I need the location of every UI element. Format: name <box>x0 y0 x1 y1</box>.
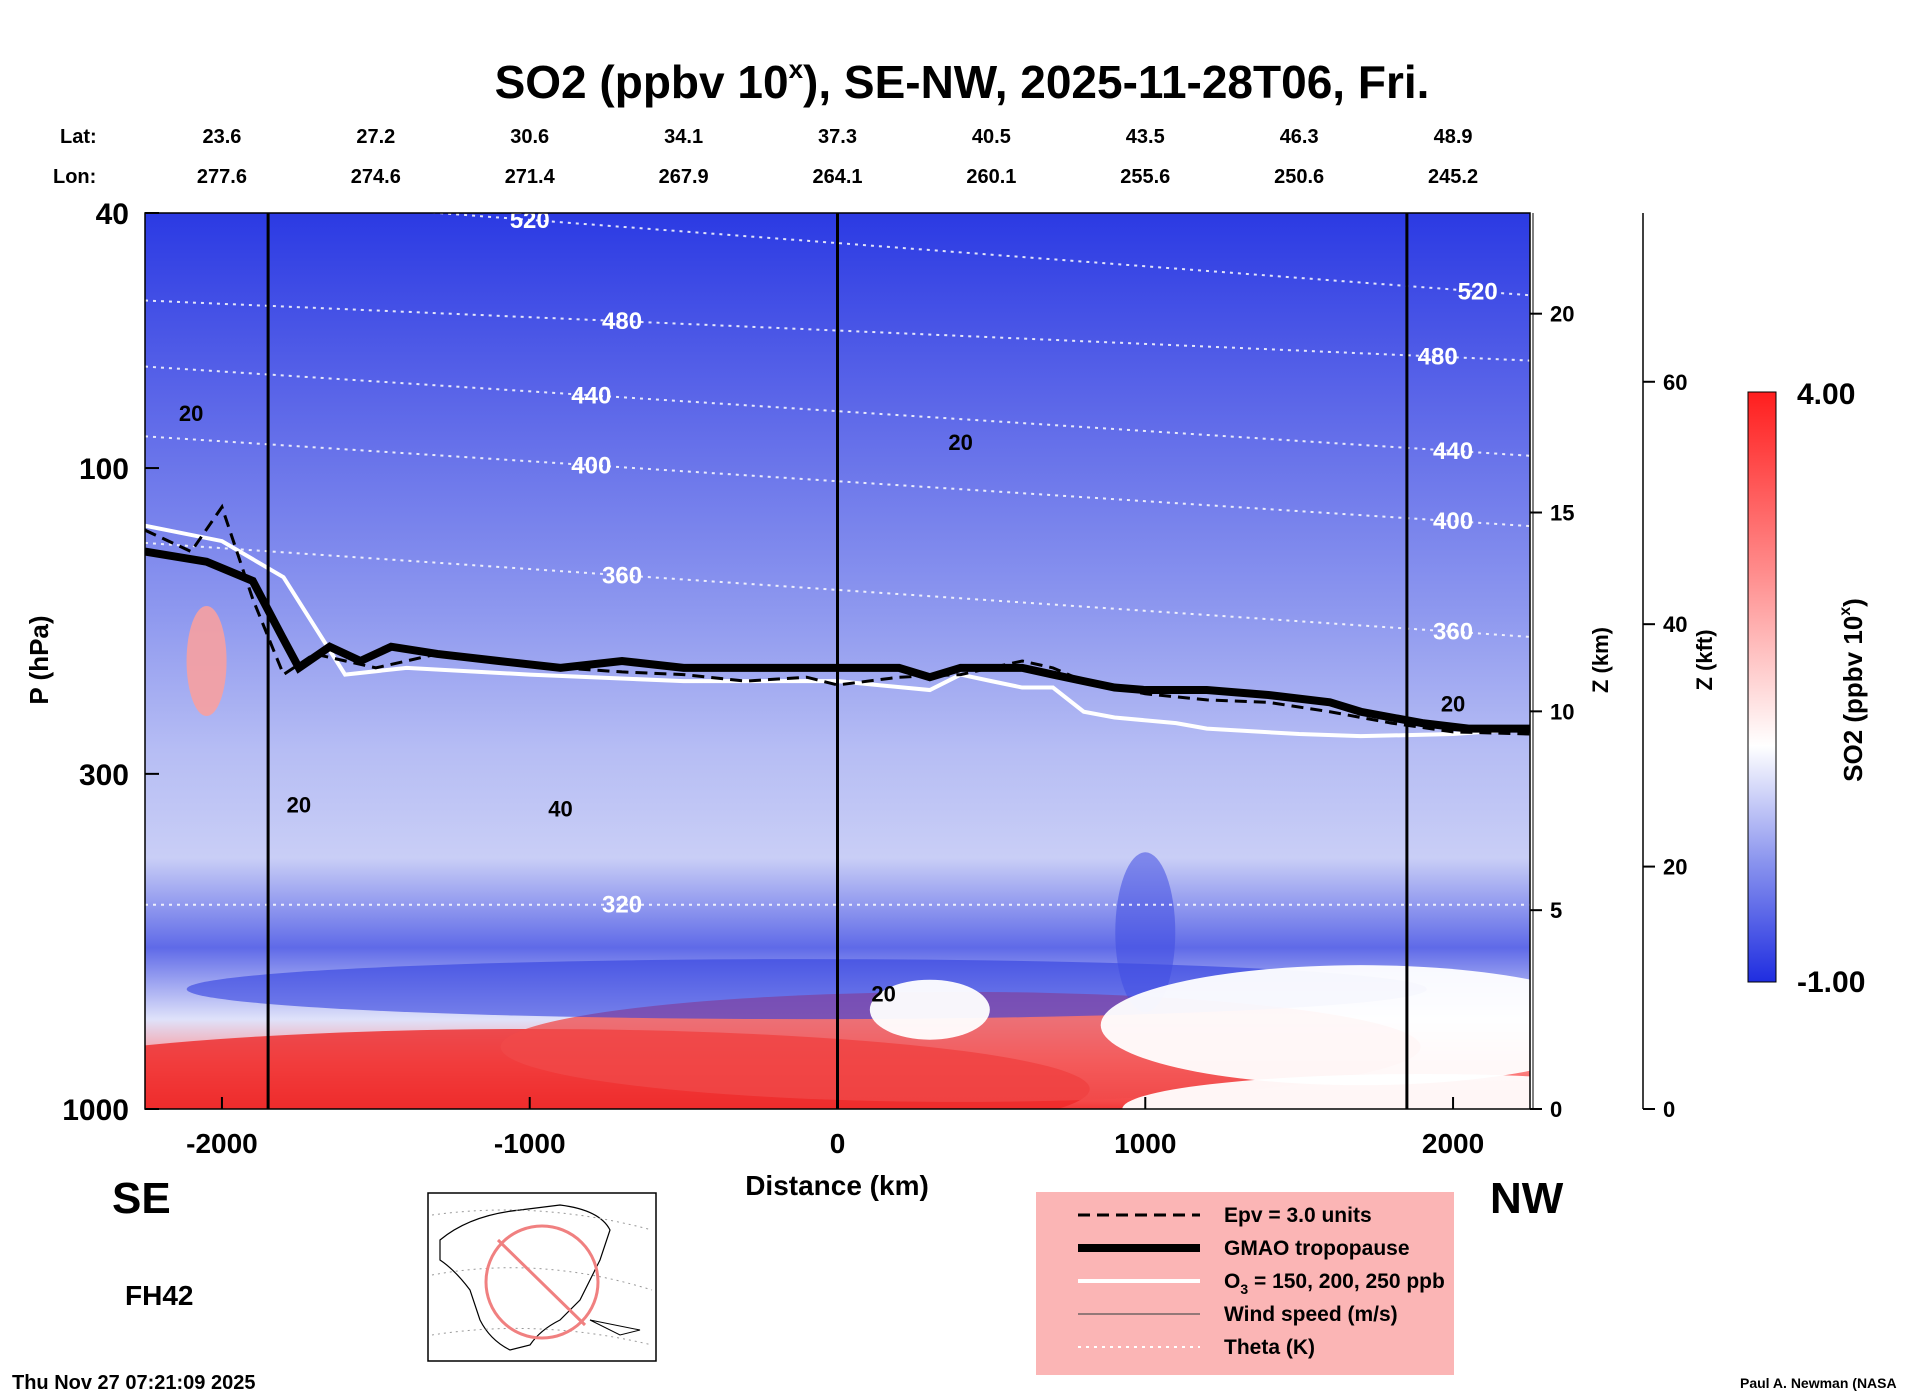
lon-value: 264.1 <box>812 166 862 188</box>
z-km-tick-label: 5 <box>1550 898 1562 923</box>
wind-contour-label: 20 <box>948 430 972 455</box>
x-tick-label: 0 <box>830 1128 846 1159</box>
z-kft-tick-label: 0 <box>1663 1097 1675 1122</box>
y-tick-label: 100 <box>79 453 129 486</box>
z-kft-tick-label: 20 <box>1663 855 1687 880</box>
lat-lon-row: 23.6 277.6 27.2 274.6 30.6 271.4 34.1 267.9 37.3… <box>197 126 1478 188</box>
lat-value: 30.6 <box>510 126 549 148</box>
lon-value: 267.9 <box>659 166 709 188</box>
lat-label: Lat: <box>60 126 97 148</box>
wind-contour-label: 20 <box>1441 692 1465 717</box>
z-km-axis: 0 5 10 15 20 <box>1530 213 1574 1122</box>
z-km-label: Z (km) <box>1588 627 1613 693</box>
lat-value: 40.5 <box>972 126 1011 148</box>
z-km-tick-label: 20 <box>1550 302 1574 327</box>
lon-value: 277.6 <box>197 166 247 188</box>
colorbar-max: 4.00 <box>1797 378 1855 411</box>
theta-contour-label: 400 <box>1433 508 1473 535</box>
x-axis: -2000 -1000 0 1000 2000 <box>186 1097 1484 1159</box>
z-km-tick-label: 10 <box>1550 699 1574 724</box>
x-tick-label: -2000 <box>186 1128 258 1159</box>
y-tick-label: 300 <box>79 759 129 792</box>
theta-contour-label: 440 <box>571 382 611 409</box>
shading-blob <box>186 959 1427 1020</box>
direction-se: SE <box>112 1174 171 1223</box>
wind-contour-label: 40 <box>548 797 572 822</box>
colorbar-min: -1.00 <box>1797 966 1865 999</box>
theta-contour-label: 480 <box>602 308 642 335</box>
credit: Paul A. Newman (NASA <box>1740 1375 1897 1391</box>
z-km-tick-label: 15 <box>1550 501 1574 526</box>
lon-value: 245.2 <box>1428 166 1478 188</box>
legend: Epv = 3.0 units GMAO tropopause O3 = 150, … <box>1036 1192 1454 1375</box>
ozone-200-line <box>145 523 1530 739</box>
legend-label: Epv = 3.0 units <box>1224 1204 1372 1227</box>
colorbar-label: SO2 (ppbv 10x) <box>1837 598 1868 782</box>
lat-value: 48.9 <box>1434 126 1473 148</box>
timestamp: Thu Nov 27 07:21:09 2025 <box>12 1372 255 1394</box>
legend-label: GMAO tropopause <box>1224 1237 1410 1260</box>
lon-label: Lon: <box>53 166 96 188</box>
lat-value: 27.2 <box>356 126 395 148</box>
theta-contour-label: 400 <box>571 452 611 479</box>
theta-contour-label: 360 <box>602 562 642 589</box>
lat-value: 23.6 <box>202 126 241 148</box>
legend-label: O3 = 150, 200, 250 ppb <box>1224 1270 1445 1297</box>
shading-blob <box>1115 852 1176 1013</box>
locator-map <box>427 1192 657 1362</box>
direction-nw: NW <box>1490 1174 1564 1223</box>
lon-value: 260.1 <box>966 166 1016 188</box>
x-axis-label: Distance (km) <box>745 1170 929 1201</box>
theta-contours: 520 520 480 480 440 440 400 400 360 360 320 <box>145 207 1530 919</box>
vertical-lines <box>266 213 1409 1109</box>
colorbar <box>1747 391 1777 983</box>
lat-value: 43.5 <box>1126 126 1165 148</box>
wind-contour-label: 20 <box>287 793 311 818</box>
theta-contour-label: 520 <box>1458 278 1498 305</box>
so2-anomaly-shading <box>145 606 1530 1109</box>
lon-value: 271.4 <box>505 166 556 188</box>
theta-contour-label: 320 <box>602 892 642 919</box>
theta-contour-label: 480 <box>1418 344 1458 371</box>
lat-value: 37.3 <box>818 126 857 148</box>
y-tick-label: 40 <box>96 198 129 231</box>
epv-line <box>145 503 1530 736</box>
forecast-hour: FH42 <box>125 1280 193 1311</box>
shading-blob <box>1122 1074 1530 1109</box>
x-tick-label: -1000 <box>494 1128 566 1159</box>
y-axis: 40 100 300 1000 <box>62 198 159 1127</box>
lon-value: 274.6 <box>351 166 401 188</box>
shading-blob <box>869 979 990 1040</box>
lon-value: 250.6 <box>1274 166 1324 188</box>
shading-blob <box>186 606 227 716</box>
lon-value: 255.6 <box>1120 166 1170 188</box>
x-tick-label: 2000 <box>1422 1128 1484 1159</box>
lat-value: 46.3 <box>1280 126 1319 148</box>
shading-blob <box>1100 965 1530 1086</box>
z-kft-tick-label: 40 <box>1663 612 1687 637</box>
legend-label: Wind speed (m/s) <box>1224 1303 1398 1326</box>
y-axis-label: P (hPa) <box>24 615 54 704</box>
z-kft-label: Z (kft) <box>1692 629 1717 690</box>
x-tick-label: 1000 <box>1114 1128 1176 1159</box>
wind-contours: 20 20 20 40 20 20 <box>179 401 1465 1007</box>
z-kft-tick-label: 60 <box>1663 370 1687 395</box>
z-km-tick-label: 0 <box>1550 1097 1562 1122</box>
lat-value: 34.1 <box>664 126 703 148</box>
theta-contour-label: 360 <box>1433 619 1473 646</box>
wind-contour-label: 20 <box>179 401 203 426</box>
legend-label: Theta (K) <box>1224 1336 1315 1359</box>
theta-contour-label: 520 <box>510 207 550 234</box>
theta-contour-label: 440 <box>1433 438 1473 465</box>
z-kft-axis: 0 20 40 60 <box>1642 213 1687 1122</box>
y-tick-label: 1000 <box>62 1094 129 1127</box>
chart-title: SO2 (ppbv 10x), SE-NW, 2025-11-28T06, Fr… <box>495 54 1430 108</box>
wind-contour-label: 20 <box>871 981 895 1006</box>
